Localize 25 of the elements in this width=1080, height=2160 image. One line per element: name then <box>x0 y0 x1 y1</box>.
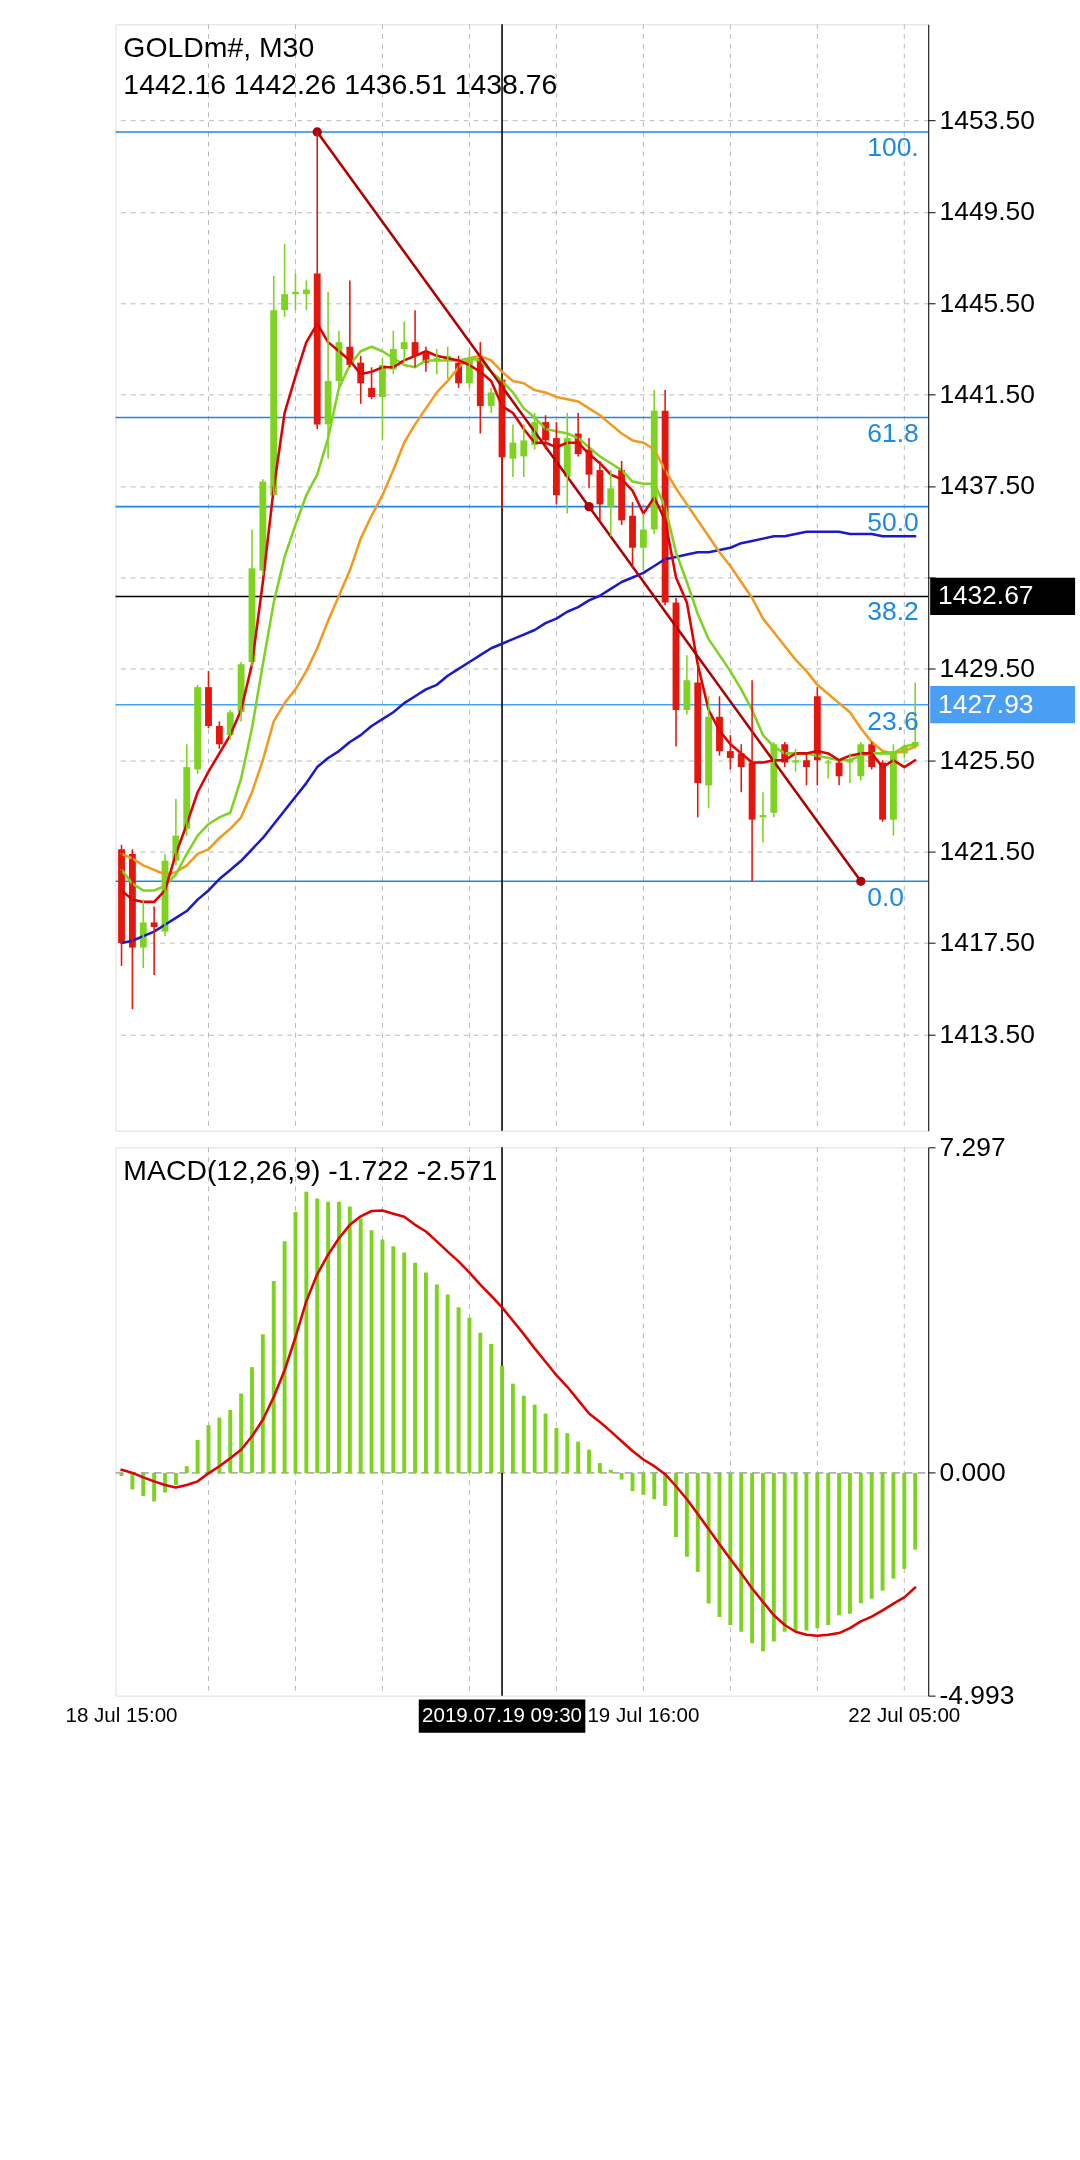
chart-title: GOLDm#, M30 <box>123 30 315 63</box>
y-tick-label: 7.297 <box>939 1131 1006 1162</box>
x-tick-label: 2019.07.19 09:30 <box>422 1703 583 1727</box>
x-tick-label: 18 Jul 15:00 <box>65 1703 178 1727</box>
x-tick-label: 22 Jul 05:00 <box>848 1703 961 1727</box>
annotation: 0.0 <box>867 881 905 912</box>
y-tick-label: 1453.50 <box>939 104 1036 135</box>
y-tick-label: 1417.50 <box>939 927 1036 958</box>
annotation: 61.8 <box>867 418 919 449</box>
y-tick-label: 1429.50 <box>939 653 1036 684</box>
chart-title: MACD(12,26,9) -1.722 -2.571 <box>123 1153 498 1186</box>
ref-line-label: 1432.67 <box>938 580 1034 611</box>
y-tick-label: 1437.50 <box>939 470 1036 501</box>
y-tick-label: 0.000 <box>939 1457 1006 1488</box>
annotation: 100. <box>867 132 919 163</box>
y-tick-label: 1413.50 <box>939 1018 1036 1049</box>
annotation: 50.0 <box>867 507 919 538</box>
y-tick-label: 1441.50 <box>939 379 1036 410</box>
y-tick-label: 1425.50 <box>939 744 1036 775</box>
x-tick-label: 19 Jul 16:00 <box>587 1703 700 1727</box>
y-tick-label: 1421.50 <box>939 835 1036 866</box>
y-tick-label: 1449.50 <box>939 196 1036 227</box>
y-tick-label: 1445.50 <box>939 287 1036 318</box>
annotation: 38.2 <box>867 596 919 627</box>
ref-line-label: 1427.93 <box>938 688 1034 719</box>
